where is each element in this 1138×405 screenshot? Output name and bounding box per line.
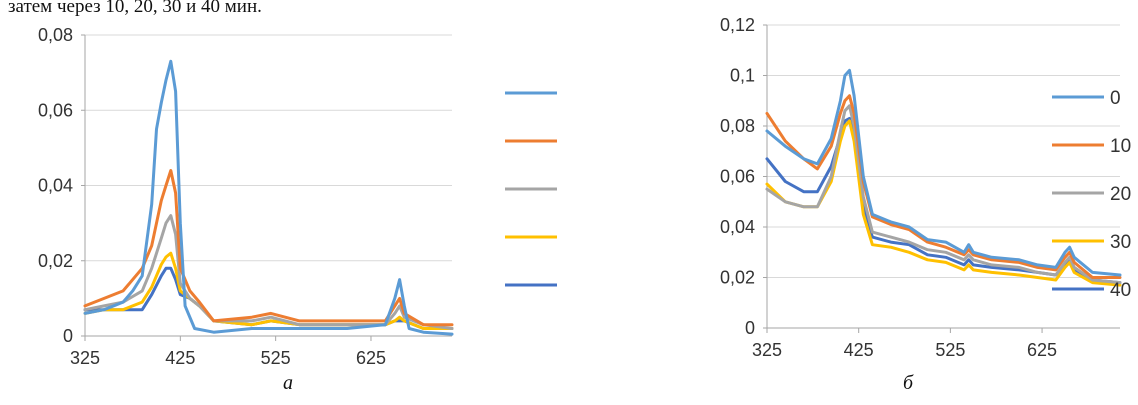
y-tick-label: 0,06 bbox=[38, 100, 73, 120]
legend-label-30: 30 bbox=[1110, 232, 1131, 253]
legend-label-20: 20 bbox=[1110, 184, 1131, 205]
x-tick-label: 525 bbox=[935, 340, 965, 360]
x-tick-label: 325 bbox=[752, 340, 782, 360]
x-tick-label: 525 bbox=[261, 348, 291, 368]
y-tick-label: 0,06 bbox=[720, 167, 755, 187]
series-line-10 bbox=[83, 169, 454, 327]
series-line-20 bbox=[765, 104, 1122, 285]
chart-panel-b: 0 0,02 0,04 0,06 0,08 0,1 0,12 325 425 525 625 0 10 2… bbox=[620, 0, 1138, 405]
series-line-0 bbox=[765, 68, 1122, 277]
x-tick-label: 425 bbox=[844, 340, 874, 360]
legend-label-0: 0 bbox=[1110, 88, 1121, 109]
panel-label-a: а bbox=[283, 372, 293, 394]
chart-a-svg: 00,020,040,060,08325425525625010203040 bbox=[38, 25, 557, 368]
series-line-0 bbox=[83, 59, 454, 336]
y-tick-label: 0,12 bbox=[720, 15, 755, 35]
series-line-10 bbox=[765, 94, 1122, 279]
y-tick-label: 0,1 bbox=[730, 66, 755, 86]
y-tick-label: 0,02 bbox=[720, 268, 755, 288]
y-tick-label: 0 bbox=[745, 318, 755, 338]
x-tick-label: 625 bbox=[356, 348, 386, 368]
chart-panel-a: 00,020,040,060,08325425525625010203040 bbox=[0, 0, 560, 405]
y-tick-label: 0,02 bbox=[38, 251, 73, 271]
caption-top: затем через 10, 20, 30 и 40 мин. bbox=[8, 0, 262, 17]
panel-label-b: б bbox=[903, 372, 914, 394]
y-tick-label: 0,04 bbox=[720, 217, 755, 237]
x-tick-label: 425 bbox=[165, 348, 195, 368]
x-tick-label: 625 bbox=[1027, 340, 1057, 360]
legend-label-10: 10 bbox=[1110, 136, 1131, 157]
y-tick-label: 0 bbox=[63, 326, 73, 346]
legend-label-40: 40 bbox=[1110, 280, 1131, 301]
y-tick-label: 0,08 bbox=[38, 25, 73, 45]
series-line-20 bbox=[83, 214, 454, 330]
chart-b-svg: 0 0,02 0,04 0,06 0,08 0,1 0,12 325 425 525 625 0 10 2… bbox=[720, 15, 1131, 360]
y-tick-label: 0,04 bbox=[38, 176, 73, 196]
x-tick-label: 325 bbox=[70, 348, 100, 368]
y-tick-label: 0,08 bbox=[720, 116, 755, 136]
